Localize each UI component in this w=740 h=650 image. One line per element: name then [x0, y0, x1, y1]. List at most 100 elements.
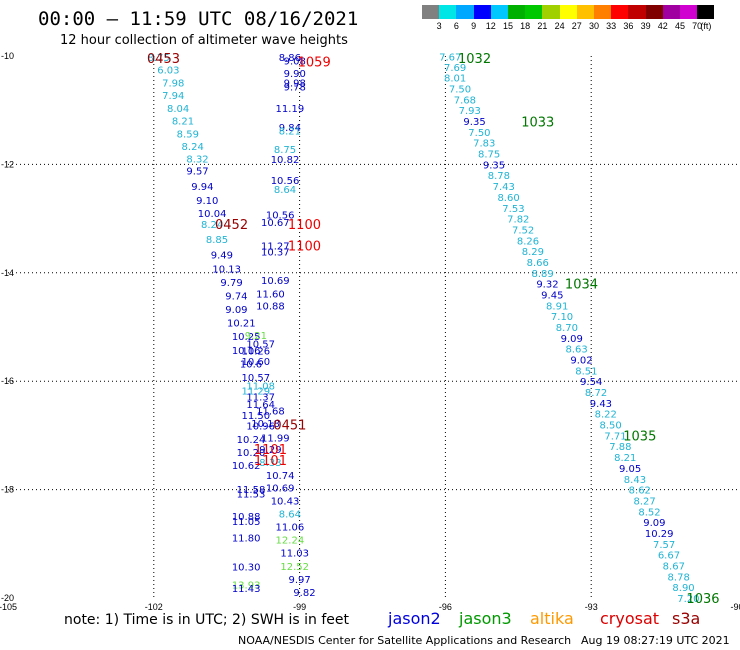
wave-height-point: 10.74 — [266, 471, 295, 482]
wave-height-point: 10.04 — [198, 209, 227, 220]
wave-height-point: 8.90 — [672, 583, 694, 594]
color-scale-swatch — [559, 5, 577, 19]
pass-time-label: 1032 — [458, 52, 491, 67]
pass-time-label: 1101 — [254, 443, 287, 458]
wave-height-point: 8.22 — [595, 410, 617, 421]
color-scale-swatch — [576, 5, 594, 19]
wave-height-point: 8.85 — [206, 235, 228, 246]
wave-height-point: 11.80 — [232, 533, 261, 544]
wave-height-point: 7.82 — [507, 215, 529, 226]
color-scale-swatch — [422, 5, 440, 19]
wave-height-point: 9.54 — [580, 377, 602, 388]
wave-height-point: 10.26 — [242, 346, 271, 357]
wave-height-point: 7.50 — [468, 128, 490, 139]
wave-height-point: 8.51 — [575, 366, 597, 377]
wave-height-point: 7.94 — [162, 91, 184, 102]
wave-height-point: 9.09 — [643, 518, 665, 529]
wave-height-point: 11.03 — [280, 548, 309, 559]
wave-height-point: 7.93 — [459, 106, 481, 117]
color-scale-label: 15 — [502, 21, 513, 31]
wave-height-point: 8.01 — [444, 74, 466, 85]
satellite-legend-cryosat: cryosat — [600, 609, 660, 628]
color-scale-swatch — [645, 5, 663, 19]
wave-height-point: 11.68 — [256, 406, 285, 417]
wave-height-point: 11.53 — [237, 489, 266, 500]
satellite-legend-jason3: jason3 — [459, 609, 512, 628]
wave-height-point: 8.32 — [186, 154, 208, 165]
wave-height-point: 8.89 — [531, 269, 553, 280]
chart-title: 00:00 – 11:59 UTC 08/16/2021 — [38, 8, 359, 30]
wave-height-point: 10.21 — [227, 319, 256, 330]
wave-height-point: 9.78 — [284, 82, 306, 93]
wave-height-point: 7.20 — [677, 594, 699, 605]
wave-height-point: 7.52 — [512, 225, 534, 236]
wave-height-point: 7.10 — [551, 312, 573, 323]
wave-height-point: 10.62 — [232, 461, 261, 472]
wave-height-point: 9.29 — [259, 445, 281, 456]
wave-height-point: 11.64 — [246, 400, 275, 411]
color-scale-swatch — [456, 5, 474, 19]
wave-height-point: 10.56 — [271, 176, 300, 187]
wave-height-point: 8.59 — [177, 130, 199, 141]
wave-height-point: 8.24 — [182, 142, 204, 153]
satellite-legend-s3a: s3a — [672, 609, 701, 628]
color-scale-label: 30 — [588, 21, 599, 31]
wave-height-point: 7.98 — [162, 79, 184, 90]
wave-height-point: 10.88 — [232, 512, 261, 523]
wave-height-point: 10.37 — [261, 248, 290, 259]
wave-height-point: 11.43 — [232, 584, 261, 595]
wave-height-point: 8.33 — [259, 458, 281, 469]
color-scale-swatch — [628, 5, 646, 19]
x-tick-label: -90 — [730, 602, 740, 612]
wave-height-point: 10.69 — [266, 483, 295, 494]
color-scale-swatch — [611, 5, 629, 19]
wave-height-point: 11.27 — [261, 242, 290, 253]
credit-text: NOAA/NESDIS Center for Satellite Applica… — [238, 634, 572, 647]
wave-height-point: 12.24 — [276, 535, 305, 546]
wave-height-point: 12.52 — [280, 562, 309, 573]
wave-height-point: 8.62 — [629, 486, 651, 497]
wave-height-point: 9.74 — [225, 292, 247, 303]
y-tick-label: -16 — [1, 376, 14, 386]
wave-height-point: 10.16 — [232, 346, 261, 357]
wave-height-point: 9.84 — [279, 123, 301, 134]
color-scale-swatch — [525, 5, 543, 19]
pass-time-label: 1034 — [565, 278, 598, 293]
color-scale-swatch — [508, 5, 526, 19]
pass-time-label: 1036 — [686, 592, 719, 607]
wave-height-point: 6.03 — [157, 66, 179, 77]
wave-height-point: 9.09 — [561, 334, 583, 345]
wave-height-point: 9.97 — [288, 575, 310, 586]
wave-height-point: 7.69 — [444, 63, 466, 74]
wave-height-point: 11.60 — [256, 289, 285, 300]
wave-height-point: 8.50 — [600, 421, 622, 432]
wave-height-point: 11.19 — [276, 104, 305, 115]
wave-height-point: 11.50 — [242, 411, 271, 422]
wave-height-point: 10.20 — [237, 448, 266, 459]
wave-height-point: 7.53 — [502, 204, 524, 215]
color-scale-label: 70 — [692, 21, 703, 31]
color-scale-swatch — [680, 5, 698, 19]
pass-time-label: 0452 — [215, 218, 248, 233]
wave-height-point: 9.43 — [590, 399, 612, 410]
wave-height-point: 11.29 — [242, 386, 271, 397]
x-tick-label: -93 — [585, 602, 598, 612]
color-scale-label: 6 — [453, 21, 459, 31]
wave-height-point: 9.05 — [619, 464, 641, 475]
wave-height-point: 8.91 — [546, 301, 568, 312]
wave-height-point: 10.6 — [240, 359, 262, 370]
wave-height-point: 7.83 — [473, 139, 495, 150]
color-scale-label: 18 — [520, 21, 531, 31]
satellite-legend-altika: altika — [530, 609, 574, 628]
wave-height-point: 8.70 — [556, 323, 578, 334]
wave-height-point: 10.60 — [242, 357, 271, 368]
pass-time-label: 0451 — [273, 419, 306, 434]
wave-height-point: 9.94 — [191, 182, 213, 193]
wave-height-point: 7.67 — [439, 53, 461, 64]
color-scale-label: 21 — [537, 21, 548, 31]
wave-height-point: 10.18 — [251, 419, 280, 430]
wave-height-point: 10.30 — [232, 563, 261, 574]
wave-height-point: 8.60 — [497, 193, 519, 204]
